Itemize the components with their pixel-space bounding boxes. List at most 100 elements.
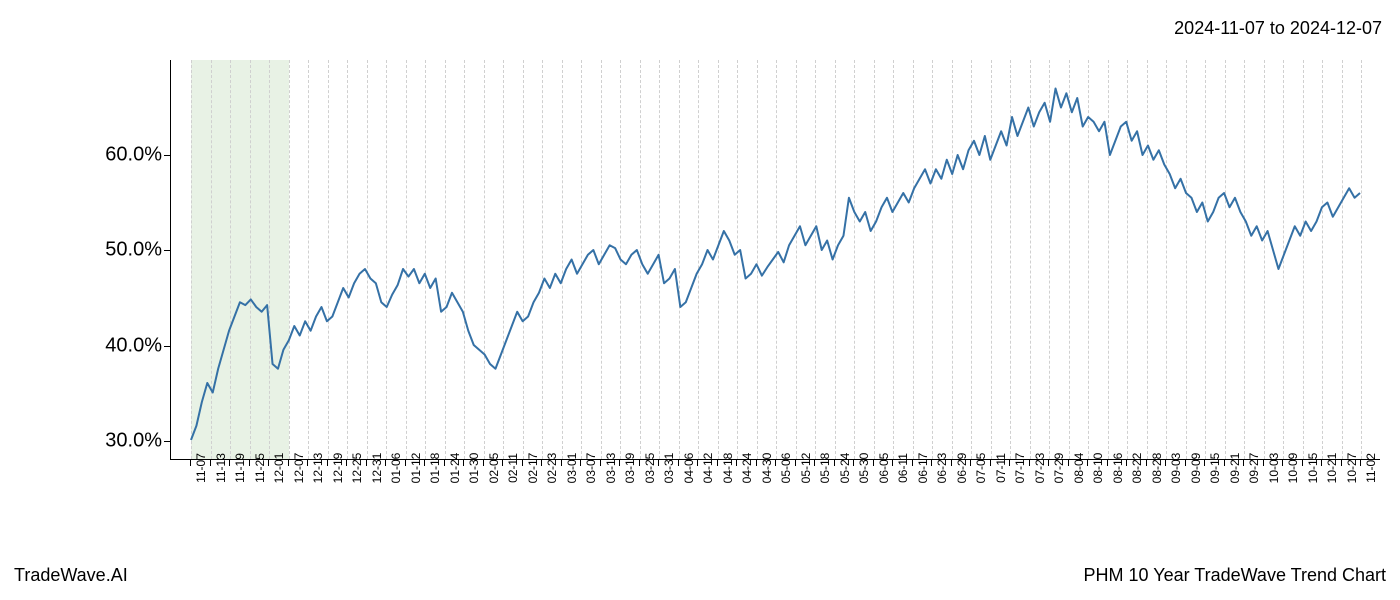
x-tick-label: 09-03 bbox=[1169, 453, 1183, 484]
x-tick-label: 08-10 bbox=[1091, 453, 1105, 484]
x-tick-label: 02-17 bbox=[526, 453, 540, 484]
x-tick-mark bbox=[561, 460, 562, 466]
x-tick-mark bbox=[463, 460, 464, 466]
x-tick-label: 10-15 bbox=[1306, 453, 1320, 484]
x-tick-mark bbox=[580, 460, 581, 466]
x-tick-label: 06-05 bbox=[877, 453, 891, 484]
x-tick-label: 03-01 bbox=[565, 453, 579, 484]
x-tick-label: 05-18 bbox=[818, 453, 832, 484]
x-tick-label: 12-19 bbox=[331, 453, 345, 484]
x-tick-label: 05-06 bbox=[779, 453, 793, 484]
x-tick-mark bbox=[970, 460, 971, 466]
x-tick-label: 12-13 bbox=[311, 453, 325, 484]
x-tick-mark bbox=[210, 460, 211, 466]
y-tick-label: 30.0% bbox=[82, 429, 162, 452]
trend-line bbox=[191, 88, 1360, 439]
x-tick-label: 03-07 bbox=[584, 453, 598, 484]
x-tick-mark bbox=[288, 460, 289, 466]
x-tick-label: 11-07 bbox=[194, 453, 208, 483]
x-tick-mark bbox=[385, 460, 386, 466]
x-tick-mark bbox=[1107, 460, 1108, 466]
x-tick-mark bbox=[1302, 460, 1303, 466]
x-tick-label: 07-05 bbox=[974, 453, 988, 484]
x-tick-mark bbox=[307, 460, 308, 466]
x-tick-mark bbox=[1321, 460, 1322, 466]
x-tick-mark bbox=[1009, 460, 1010, 466]
x-tick-label: 10-21 bbox=[1325, 453, 1339, 484]
x-tick-label: 03-31 bbox=[662, 453, 676, 484]
x-tick-mark bbox=[424, 460, 425, 466]
x-tick-label: 07-29 bbox=[1052, 453, 1066, 484]
x-tick-mark bbox=[912, 460, 913, 466]
x-tick-label: 07-23 bbox=[1033, 453, 1047, 484]
x-tick-label: 12-31 bbox=[370, 453, 384, 484]
footer-brand: TradeWave.AI bbox=[14, 565, 128, 586]
x-tick-mark bbox=[1068, 460, 1069, 466]
x-tick-mark bbox=[795, 460, 796, 466]
x-tick-mark bbox=[502, 460, 503, 466]
x-tick-mark bbox=[1341, 460, 1342, 466]
x-tick-mark bbox=[853, 460, 854, 466]
x-tick-label: 12-07 bbox=[292, 453, 306, 484]
x-tick-mark bbox=[1243, 460, 1244, 466]
x-tick-mark bbox=[1165, 460, 1166, 466]
x-tick-mark bbox=[639, 460, 640, 466]
x-tick-label: 06-11 bbox=[896, 453, 910, 483]
x-tick-label: 04-30 bbox=[760, 453, 774, 484]
y-tick-mark bbox=[164, 250, 170, 251]
x-tick-label: 11-19 bbox=[233, 453, 247, 483]
x-tick-label: 03-25 bbox=[643, 453, 657, 484]
x-tick-mark bbox=[483, 460, 484, 466]
x-tick-label: 01-30 bbox=[467, 453, 481, 484]
x-tick-mark bbox=[736, 460, 737, 466]
x-tick-label: 06-17 bbox=[916, 453, 930, 484]
x-tick-label: 09-27 bbox=[1247, 453, 1261, 484]
x-tick-mark bbox=[1185, 460, 1186, 466]
x-tick-mark bbox=[1360, 460, 1361, 466]
x-tick-mark bbox=[717, 460, 718, 466]
y-tick-mark bbox=[164, 441, 170, 442]
x-tick-label: 10-27 bbox=[1345, 453, 1359, 484]
x-tick-label: 11-25 bbox=[253, 453, 267, 483]
x-tick-mark bbox=[1048, 460, 1049, 466]
x-tick-label: 04-06 bbox=[682, 453, 696, 484]
x-tick-mark bbox=[1146, 460, 1147, 466]
x-tick-mark bbox=[1263, 460, 1264, 466]
x-tick-label: 08-04 bbox=[1072, 453, 1086, 484]
x-tick-mark bbox=[756, 460, 757, 466]
x-tick-label: 10-03 bbox=[1267, 453, 1281, 484]
x-tick-mark bbox=[951, 460, 952, 466]
x-tick-mark bbox=[931, 460, 932, 466]
x-tick-mark bbox=[775, 460, 776, 466]
x-tick-mark bbox=[522, 460, 523, 466]
y-tick-mark bbox=[164, 155, 170, 156]
x-tick-mark bbox=[834, 460, 835, 466]
x-tick-label: 02-23 bbox=[545, 453, 559, 484]
x-tick-label: 09-15 bbox=[1208, 453, 1222, 484]
x-tick-label: 03-19 bbox=[623, 453, 637, 484]
x-tick-mark bbox=[697, 460, 698, 466]
x-tick-mark bbox=[229, 460, 230, 466]
x-tick-label: 02-11 bbox=[506, 453, 520, 483]
x-tick-mark bbox=[1204, 460, 1205, 466]
x-tick-label: 04-24 bbox=[740, 453, 754, 484]
x-tick-mark bbox=[892, 460, 893, 466]
y-tick-mark bbox=[164, 346, 170, 347]
x-tick-label: 07-11 bbox=[994, 453, 1008, 483]
x-tick-label: 04-12 bbox=[701, 453, 715, 484]
x-tick-label: 04-18 bbox=[721, 453, 735, 484]
x-tick-label: 12-25 bbox=[350, 453, 364, 484]
x-tick-label: 09-21 bbox=[1228, 453, 1242, 484]
x-tick-mark bbox=[249, 460, 250, 466]
x-tick-mark bbox=[678, 460, 679, 466]
date-range-label: 2024-11-07 to 2024-12-07 bbox=[1174, 18, 1382, 39]
x-tick-mark bbox=[814, 460, 815, 466]
x-tick-label: 12-01 bbox=[272, 453, 286, 484]
x-tick-label: 08-16 bbox=[1111, 453, 1125, 484]
x-tick-label: 08-22 bbox=[1130, 453, 1144, 484]
x-tick-label: 06-29 bbox=[955, 453, 969, 484]
x-tick-label: 07-17 bbox=[1013, 453, 1027, 484]
x-tick-mark bbox=[1087, 460, 1088, 466]
plot-area bbox=[170, 60, 1380, 460]
y-tick-label: 40.0% bbox=[82, 334, 162, 357]
